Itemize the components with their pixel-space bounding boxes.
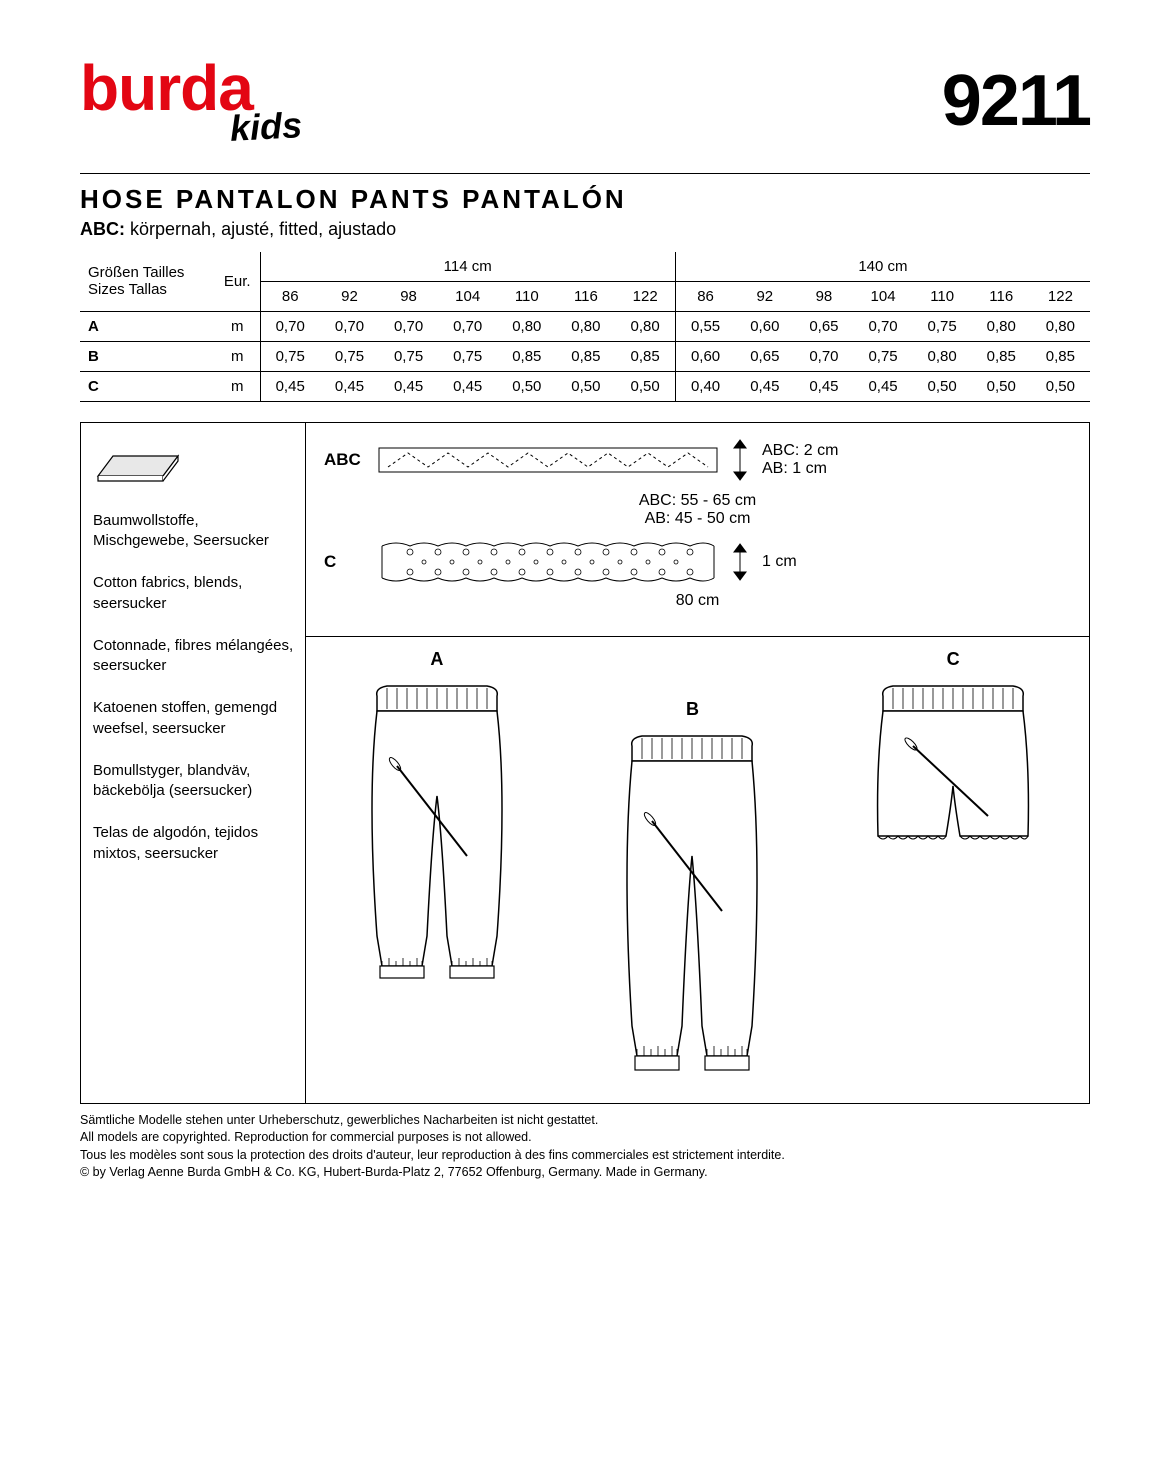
lace-icon [378, 542, 718, 582]
shorts-c-icon [858, 676, 1048, 876]
fabric-text: Baumwollstoffe, Mischgewebe, Seersucker [93, 511, 295, 552]
elastic-icon [378, 447, 718, 473]
width-114: 114 cm [260, 252, 675, 282]
size-table: Größen Tailles Sizes Tallas Eur. 114 cm … [80, 252, 1090, 402]
illus-b-label: B [602, 699, 782, 720]
right-column: ABC ABC: 2 cm AB: 1 cm ABC: 55 - 65 cm A… [306, 423, 1089, 1103]
pattern-number: 9211 [942, 60, 1090, 142]
fabric-text: Katoenen stoffen, gemengd weefsel, seers… [93, 698, 295, 739]
brand-sub: kids [229, 104, 303, 150]
arrow-icon [730, 438, 750, 482]
subtitle-label: ABC: [80, 219, 125, 239]
subtitle-text: körpernah, ajusté, fitted, ajustado [130, 219, 396, 239]
sizes-header: Größen Tailles Sizes Tallas [80, 252, 215, 312]
eur-label: Eur. [215, 252, 260, 312]
lower-panel: Baumwollstoffe, Mischgewebe, Seersucker C… [80, 422, 1090, 1104]
elastic-lengths: ABC: 55 - 65 cm AB: 45 - 50 cm [324, 492, 1071, 528]
notions-panel: ABC ABC: 2 cm AB: 1 cm ABC: 55 - 65 cm A… [306, 423, 1089, 637]
fabric-text: Telas de algodón, tejidos mixtos, seersu… [93, 823, 295, 864]
brand-logo: burda kids [80, 60, 302, 148]
elastic-widths: ABC: 2 cm AB: 1 cm [762, 442, 838, 478]
header: burda kids 9211 [80, 60, 1090, 148]
lace-width: 1 cm [762, 553, 797, 571]
pants-a-icon [347, 676, 527, 1006]
arrow-icon [730, 542, 750, 582]
fabric-text: Cotonnade, fibres mélangées, seersucker [93, 636, 295, 677]
lace-length: 80 cm [324, 592, 1071, 610]
illus-c-label: C [858, 649, 1048, 670]
width-140: 140 cm [675, 252, 1090, 282]
divider [80, 173, 1090, 174]
title: HOSE PANTALON PANTS PANTALÓN [80, 184, 1090, 215]
pants-b-icon [602, 726, 782, 1086]
elastic-label: ABC [324, 450, 366, 470]
fabric-text: Bomullstyger, blandväv, bäckebölja (seer… [93, 761, 295, 802]
fabric-icon [93, 441, 295, 497]
illus-a-label: A [347, 649, 527, 670]
fabric-column: Baumwollstoffe, Mischgewebe, Seersucker C… [81, 423, 306, 1103]
lace-label: C [324, 552, 366, 572]
illustrations: A B [306, 637, 1089, 1103]
fabric-text: Cotton fabrics, blends, seersucker [93, 573, 295, 614]
footer: Sämtliche Modelle stehen unter Urhebersc… [80, 1112, 1090, 1182]
subtitle: ABC: körpernah, ajusté, fitted, ajustado [80, 219, 1090, 240]
